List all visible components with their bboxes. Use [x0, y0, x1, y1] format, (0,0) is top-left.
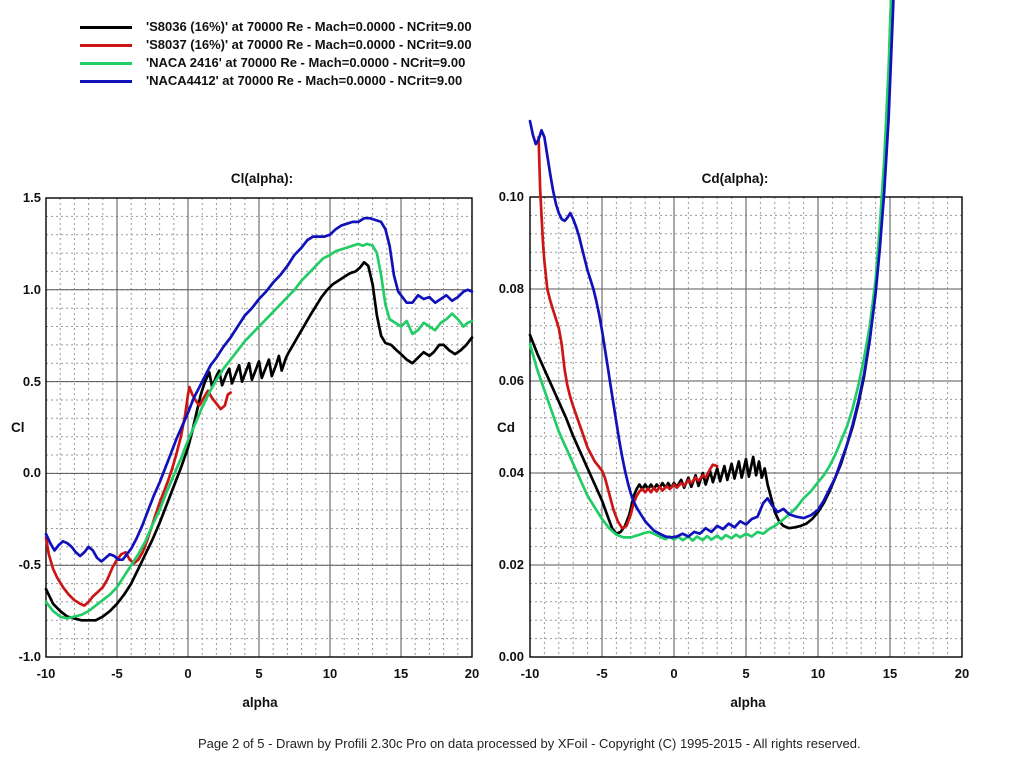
cl-y-tick-label: -1.0 [18, 649, 41, 664]
cl-y-tick-label: 1.5 [22, 190, 41, 205]
cl-x-tick-label: 15 [393, 666, 409, 681]
cl-x-tick-label: 20 [464, 666, 480, 681]
legend-line-swatch [80, 61, 132, 65]
cl-x-tick-label: -5 [111, 666, 123, 681]
curve-naca-2416-cd [528, 0, 893, 542]
curve-naca4412-cd [528, 0, 895, 539]
cl-major-grid [45, 197, 473, 658]
cd-y-tick-label: 0.10 [498, 189, 524, 204]
legend-entry: 'NACA4412' at 70000 Re - Mach=0.0000 - N… [80, 72, 472, 90]
cl-y-axis-label: Cl [11, 420, 25, 435]
cd-x-axis-label: alpha [730, 695, 766, 710]
legend-label: 'NACA4412' at 70000 Re - Mach=0.0000 - N… [146, 73, 463, 88]
cd-chart-title: Cd(alpha): [701, 171, 769, 186]
legend-label: 'NACA 2416' at 70000 Re - Mach=0.0000 - … [146, 55, 466, 70]
legend: 'S8036 (16%)' at 70000 Re - Mach=0.0000 … [80, 18, 472, 90]
cd-x-tick-label: 20 [954, 666, 970, 681]
cl-x-axis-label: alpha [242, 695, 278, 710]
cd-x-tick-label: 10 [810, 666, 826, 681]
cd-major-grid [529, 196, 963, 658]
cd-plot-frame [529, 196, 963, 658]
legend-entry: 'S8036 (16%)' at 70000 Re - Mach=0.0000 … [80, 18, 472, 36]
legend-line-swatch [80, 79, 132, 83]
curve-s8037-16-cl [44, 385, 232, 607]
legend-line-swatch [80, 43, 132, 47]
cl-y-tick-label: -0.5 [18, 557, 41, 573]
cd-y-tick-label: 0.00 [498, 649, 524, 664]
cl-x-tick-label: 0 [184, 666, 192, 681]
curve-s8037-16-cd [537, 135, 719, 530]
curve-naca-2416-cl [44, 242, 474, 620]
legend-label: 'S8036 (16%)' at 70000 Re - Mach=0.0000 … [146, 19, 472, 34]
cd-x-tick-label: -10 [520, 666, 540, 681]
cd-x-tick-label: 0 [670, 666, 678, 681]
legend-line-swatch [80, 25, 132, 29]
curve-s8036-16-cl [44, 260, 474, 622]
cl-plot-frame [45, 197, 473, 658]
curve-s8036-16-cd [528, 0, 893, 536]
cd-y-tick-label: 0.08 [498, 281, 524, 296]
legend-entry: 'S8037 (16%)' at 70000 Re - Mach=0.0000 … [80, 36, 472, 54]
cd-x-tick-label: -5 [596, 666, 608, 681]
cd-x-tick-label: 5 [742, 666, 750, 681]
cd-y-tick-label: 0.02 [498, 557, 524, 572]
legend-entry: 'NACA 2416' at 70000 Re - Mach=0.0000 - … [80, 54, 472, 72]
cl-x-tick-label: 10 [322, 666, 338, 681]
cl-chart-title: Cl(alpha): [230, 171, 294, 186]
cl-y-tick-label: 0.5 [22, 373, 41, 389]
cl-y-tick-label: 1.0 [22, 281, 41, 297]
cd-y-tick-label: 0.04 [498, 465, 524, 480]
cd-y-tick-label: 0.06 [498, 373, 524, 388]
cl-x-tick-label: -10 [36, 666, 56, 681]
footer-text: Page 2 of 5 - Drawn by Profili 2.30c Pro… [198, 736, 861, 751]
curve-naca4412-cl [44, 216, 474, 563]
legend-label: 'S8037 (16%)' at 70000 Re - Mach=0.0000 … [146, 37, 472, 52]
cl-x-tick-label: 5 [255, 666, 263, 681]
cd-x-tick-label: 15 [882, 666, 898, 681]
cl-y-tick-label: 0.0 [22, 465, 41, 481]
cd-y-axis-label: Cd [497, 420, 515, 435]
